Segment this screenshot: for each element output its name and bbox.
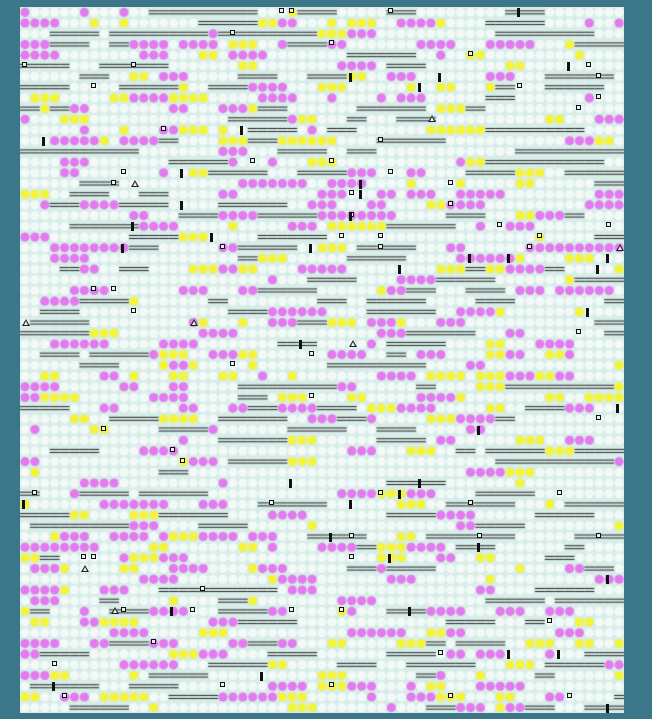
cell-grid[interactable]: [20, 7, 624, 713]
game-board[interactable]: [20, 7, 624, 713]
